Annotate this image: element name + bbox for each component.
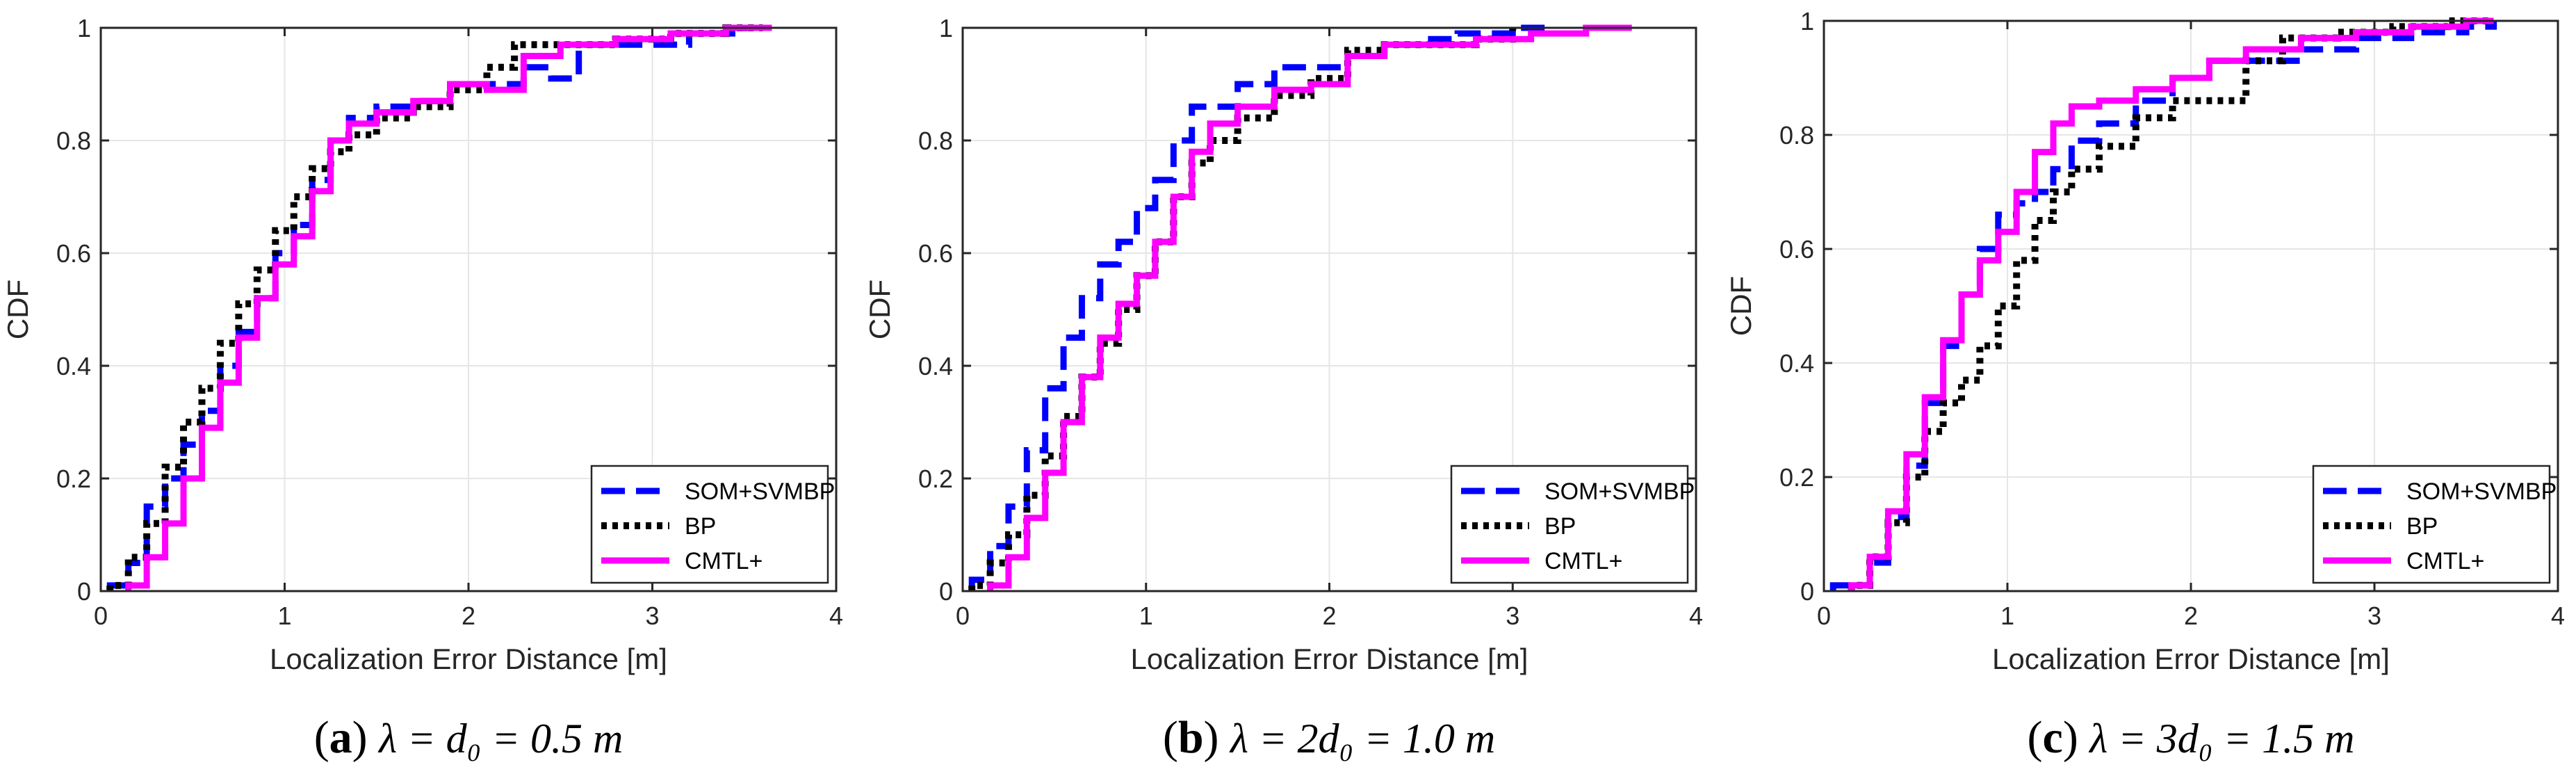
y-axis-label: CDF (1725, 276, 1757, 336)
axes-box (1823, 19, 2559, 592)
panel-caption: (b) λ = 2d₀ = 1.0 m (1163, 712, 1495, 763)
legend-label: BP (1544, 513, 1576, 540)
series-line-cmtl- (987, 24, 1632, 591)
y-tick-label: 0.8 (918, 127, 953, 155)
legend: SOM+SVMBP BP CMTL+ (1450, 465, 1695, 584)
y-axis-label: CDF (863, 280, 896, 339)
y-tick-label: 0.8 (56, 127, 91, 155)
legend-label: SOM+SVMBP (685, 478, 835, 505)
x-tick-label: 4 (2551, 602, 2565, 630)
y-axis-label: CDF (1, 280, 34, 339)
panel-caption: (a) λ = d₀ = 0.5 m (314, 712, 623, 763)
chart-panel-c: 0 1 2 3 4 0 0.2 0.4 0.6 0.8 1 Localization Error Di… (1725, 7, 2565, 763)
x-tick-label: 3 (1506, 602, 1519, 630)
y-tick-label: 0 (77, 577, 91, 606)
x-tick-label: 1 (277, 602, 291, 630)
legend-label: SOM+SVMBP (1544, 478, 1695, 505)
axes-box (961, 26, 1697, 592)
x-tick-label: 3 (645, 602, 659, 630)
y-tick-label: 0.4 (1779, 349, 1814, 378)
y-tick-label: 1 (1800, 7, 1814, 35)
y-tick-label: 0.4 (918, 352, 953, 380)
legend-label: SOM+SVMBP (2406, 478, 2557, 505)
x-tick-label: 3 (2367, 602, 2381, 630)
legend-label: CMTL+ (2406, 548, 2484, 574)
x-axis-label: Localization Error Distance [m] (270, 643, 667, 675)
chart-panel-b: 0 1 2 3 4 0 0.2 0.4 0.6 0.8 1 Localization Error Di… (863, 14, 1703, 763)
y-tick-label: 0.8 (1779, 121, 1814, 150)
legend: SOM+SVMBP BP CMTL+ (590, 465, 835, 584)
y-tick-label: 0.2 (918, 465, 953, 493)
series-line-cmtl- (1848, 17, 2494, 591)
legend-label: CMTL+ (685, 548, 763, 574)
legend-label: BP (2406, 513, 2438, 540)
y-tick-label: 0.6 (918, 239, 953, 268)
caption-paren-close: ) (2063, 712, 2089, 763)
caption-paren-close: ) (1204, 712, 1230, 763)
caption-text: λ = 3d₀ = 1.5 m (2088, 716, 2354, 761)
y-tick-label: 0 (1800, 577, 1814, 606)
y-tick-label: 1 (77, 14, 91, 42)
x-tick-label: 0 (956, 602, 970, 630)
x-tick-label: 1 (2000, 602, 2014, 630)
series-line-som-svmbp (1829, 21, 2497, 591)
x-axis-label: Localization Error Distance [m] (1992, 643, 2390, 675)
caption-letter: a (329, 712, 352, 763)
chart-panel-a: 0 1 2 3 4 0 0.2 0.4 0.6 0.8 1 Localization Error Di… (1, 14, 843, 763)
caption-paren-open: ( (1163, 712, 1178, 763)
y-tick-label: 0.6 (56, 239, 91, 268)
x-tick-label: 4 (1689, 602, 1703, 630)
panel-caption: (c) λ = 3d₀ = 1.5 m (2028, 712, 2355, 763)
x-tick-label: 2 (462, 602, 475, 630)
caption-text: λ = 2d₀ = 1.0 m (1229, 716, 1495, 761)
x-tick-label: 1 (1139, 602, 1153, 630)
x-tick-label: 0 (1817, 602, 1831, 630)
y-tick-label: 0.2 (1779, 463, 1814, 492)
caption-letter: b (1178, 712, 1204, 763)
x-tick-label: 2 (2184, 602, 2198, 630)
caption-paren-open: ( (2028, 712, 2043, 763)
caption-paren-open: ( (314, 712, 329, 763)
y-tick-label: 0.6 (1779, 235, 1814, 264)
y-tick-label: 1 (939, 14, 953, 42)
series-line-som-svmbp (106, 28, 748, 591)
legend-label: CMTL+ (1544, 548, 1622, 574)
x-axis-label: Localization Error Distance [m] (1131, 643, 1529, 675)
x-tick-label: 4 (829, 602, 843, 630)
y-tick-label: 0.4 (56, 352, 91, 380)
legend: SOM+SVMBP BP CMTL+ (2312, 465, 2557, 584)
series-line-bp (968, 28, 1517, 591)
caption-text: λ = d₀ = 0.5 m (377, 716, 623, 761)
series-line-cmtl- (125, 24, 772, 591)
legend-label: BP (685, 513, 716, 540)
y-tick-label: 0.2 (56, 465, 91, 493)
axes-box (99, 26, 838, 592)
x-tick-label: 0 (94, 602, 108, 630)
caption-paren-close: ) (352, 712, 379, 763)
caption-letter: c (2043, 712, 2063, 763)
x-tick-label: 2 (1322, 602, 1336, 630)
y-tick-label: 0 (939, 577, 953, 606)
